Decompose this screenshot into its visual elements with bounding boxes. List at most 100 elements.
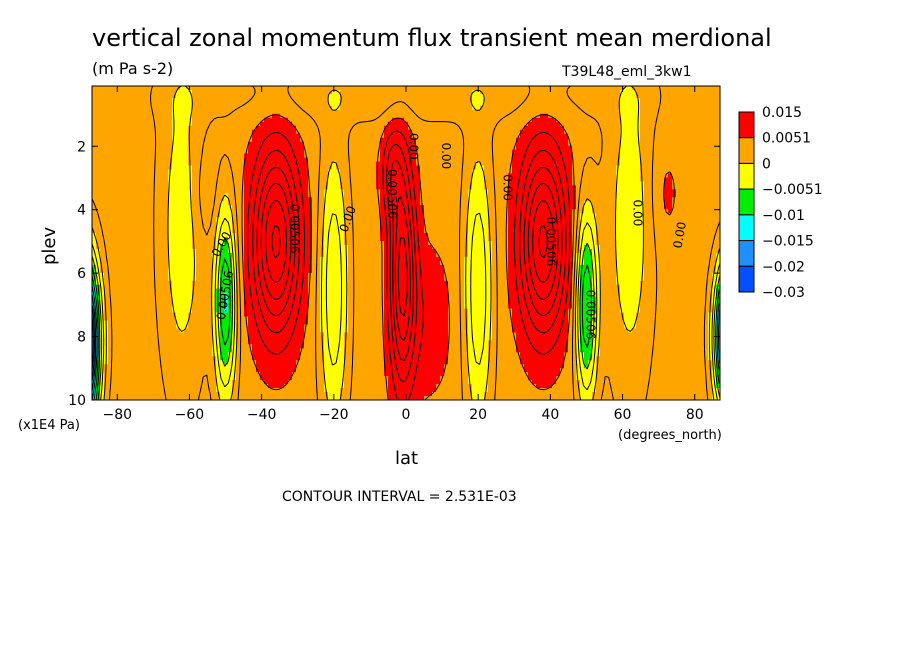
field-cell: [704, 205, 709, 210]
field-cell: [276, 105, 281, 111]
field-cell: [460, 121, 465, 127]
field-cell: [616, 121, 621, 127]
field-cell: [308, 173, 313, 179]
field-cell: [564, 169, 569, 175]
field-cell: [464, 185, 469, 190]
field-cell: [192, 97, 197, 103]
field-cell: [552, 101, 557, 107]
field-cell: [256, 169, 261, 175]
field-cell: [544, 93, 549, 99]
field-cell: [260, 185, 265, 190]
field-cell: [684, 157, 689, 163]
field-cell: [424, 157, 429, 163]
field-cell: [140, 153, 145, 159]
field-cell: [212, 97, 217, 103]
field-cell: [372, 205, 377, 210]
field-cell: [676, 125, 681, 131]
field-cell: [444, 177, 449, 182]
field-cell: [416, 153, 421, 159]
field-cell: [516, 117, 521, 123]
field-cell: [708, 137, 713, 143]
field-cell: [416, 113, 421, 119]
field-cell: [320, 137, 325, 143]
field-cell: [620, 89, 625, 95]
field-cell: [476, 197, 481, 202]
field-cell: [176, 101, 181, 107]
field-cell: [520, 137, 525, 143]
field-cell: [540, 197, 545, 202]
field-cell: [356, 209, 361, 214]
field-cell: [612, 93, 617, 99]
field-cell: [368, 197, 373, 202]
field-cell: [416, 189, 421, 194]
field-cell: [412, 101, 417, 107]
field-cell: [160, 113, 165, 119]
field-cell: [180, 185, 185, 190]
field-cell: [212, 149, 217, 155]
field-cell: [532, 149, 537, 155]
field-cell: [188, 113, 193, 119]
field-cell: [420, 109, 425, 115]
field-cell: [696, 133, 701, 139]
field-cell: [140, 149, 145, 155]
field-cell: [360, 209, 365, 214]
field-cell: [356, 181, 361, 186]
field-cell: [368, 185, 373, 190]
field-cell: [344, 121, 349, 127]
field-cell: [392, 121, 397, 127]
field-cell: [192, 93, 197, 99]
field-cell: [228, 113, 233, 119]
field-cell: [392, 181, 397, 186]
field-cell: [376, 169, 381, 175]
field-cell: [608, 173, 613, 179]
field-cell: [664, 189, 669, 194]
field-cell: [172, 185, 177, 190]
field-cell: [516, 189, 521, 194]
field-cell: [552, 117, 557, 123]
field-cell: [288, 181, 293, 186]
field-cell: [236, 117, 241, 123]
field-cell: [580, 181, 585, 186]
field-cell: [232, 141, 237, 147]
field-cell: [248, 157, 253, 163]
field-cell: [272, 109, 277, 115]
field-cell: [348, 137, 353, 143]
field-cell: [200, 129, 205, 135]
field-cell: [428, 209, 433, 214]
field-cell: [452, 169, 457, 175]
field-cell: [416, 97, 421, 103]
field-cell: [624, 129, 629, 135]
field-cell: [472, 121, 477, 127]
field-cell: [252, 121, 257, 127]
field-cell: [212, 133, 217, 139]
field-cell: [412, 133, 417, 139]
field-cell: [320, 141, 325, 147]
field-cell: [404, 197, 409, 202]
field-cell: [340, 145, 345, 151]
field-cell: [576, 101, 581, 107]
field-cell: [492, 161, 497, 167]
field-cell: [336, 193, 341, 198]
field-cell: [372, 165, 377, 171]
field-cell: [348, 157, 353, 163]
field-cell: [180, 113, 185, 119]
field-cell: [396, 205, 401, 210]
field-cell: [688, 101, 693, 107]
field-cell: [672, 153, 677, 159]
field-cell: [516, 165, 521, 171]
field-cell: [504, 201, 509, 206]
field-cell: [644, 177, 649, 182]
field-cell: [380, 157, 385, 163]
field-cell: [424, 93, 429, 99]
field-cell: [268, 193, 273, 198]
field-cell: [552, 121, 557, 127]
field-cell: [304, 141, 309, 147]
field-cell: [336, 209, 341, 214]
field-cell: [664, 161, 669, 167]
field-cell: [136, 181, 141, 186]
field-cell: [488, 205, 493, 210]
field-cell: [332, 109, 337, 115]
field-cell: [200, 173, 205, 179]
field-cell: [700, 185, 705, 190]
field-cell: [476, 149, 481, 155]
